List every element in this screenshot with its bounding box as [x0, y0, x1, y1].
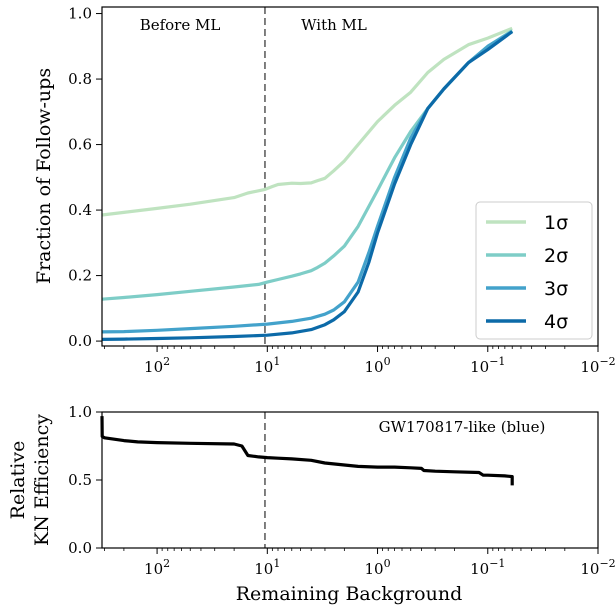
with-ml-annotation: With ML — [301, 16, 367, 34]
top-y-axis-title: Fraction of Follow-ups — [33, 68, 55, 284]
bottom-y-tick-label: 1.0 — [68, 403, 92, 421]
top-plot-frame — [101, 6, 599, 347]
top-y-tick-label: 1.0 — [68, 5, 92, 23]
kn-efficiency-panel: 102 101 100 10−1 10−2 0.0 0.5 1.0 GW170817-like… — [7, 403, 616, 605]
top-series-line-1 — [101, 26, 513, 217]
efficiency-line — [100, 412, 514, 548]
x-axis-title: Remaining Background — [236, 583, 463, 605]
top-y-tick-label: 0.6 — [68, 136, 92, 154]
fraction-followups-panel: 102 101 100 10−1 10−2 0.0 0.2 0.4 0.6 0.8 1.0 Befo… — [33, 5, 616, 376]
top-y-tick-label: 0.0 — [68, 332, 92, 350]
bottom-y-axis-title-line2: KN Efficiency — [31, 414, 53, 546]
top-x-tick-label: 10−2 — [580, 355, 615, 376]
bottom-x-tick-label: 100 — [364, 557, 390, 578]
bottom-y-tick-label: 0.5 — [68, 471, 92, 489]
top-y-tick-label: 0.4 — [68, 201, 92, 219]
series-lines — [101, 7, 514, 346]
bottom-y-axis-title-line1: Relative — [7, 441, 29, 520]
top-series-line-4 — [101, 30, 514, 341]
top-x-tick-label: 101 — [254, 355, 280, 376]
legend-label-1: 1σ — [544, 212, 568, 234]
bottom-series-line-1 — [100, 416, 514, 486]
before-ml-annotation: Before ML — [140, 16, 221, 34]
legend-box — [475, 201, 593, 340]
legend-label-3: 3σ — [544, 278, 568, 300]
legend-label-2: 2σ — [544, 245, 568, 267]
bottom-y-tick-label: 0.0 — [68, 539, 92, 557]
top-x-tick-label: 10−1 — [470, 355, 505, 376]
top-y-tick-label: 0.8 — [68, 70, 92, 88]
bottom-x-tick-label: 10−1 — [470, 557, 505, 578]
top-series-line-2 — [101, 29, 514, 301]
legend-label-4: 4σ — [544, 311, 568, 333]
bottom-x-tick-label: 10−2 — [580, 557, 615, 578]
top-x-tick-label: 102 — [144, 355, 170, 376]
legend: 1σ 2σ 3σ 4σ — [475, 201, 593, 340]
top-y-tick-label: 0.2 — [68, 267, 92, 285]
bottom-x-tick-label: 101 — [254, 557, 280, 578]
gw170817-annotation: GW170817-like (blue) — [379, 418, 546, 436]
top-x-tick-label: 100 — [364, 355, 390, 376]
bottom-x-tick-label: 102 — [144, 557, 170, 578]
